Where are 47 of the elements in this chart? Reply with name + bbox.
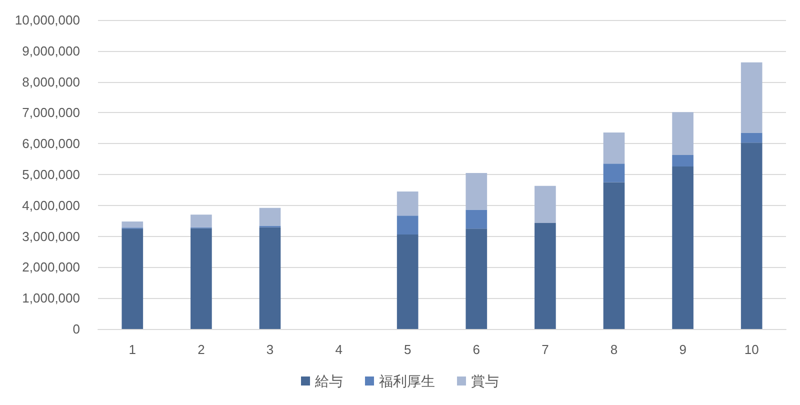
bar xyxy=(259,208,281,226)
y-tick-label: 1,000,000 xyxy=(22,290,80,306)
x-tick-label: 10 xyxy=(744,342,759,357)
bar xyxy=(740,142,762,329)
x-tick-label: 8 xyxy=(610,342,618,357)
x-tick-label: 2 xyxy=(198,342,205,357)
x-tick-label: 9 xyxy=(679,342,686,357)
bar xyxy=(672,112,694,156)
bar xyxy=(190,228,212,329)
y-tick-label: 6,000,000 xyxy=(22,136,80,152)
y-tick-label: 3,000,000 xyxy=(22,228,80,244)
bar xyxy=(672,166,694,329)
bar xyxy=(396,216,418,234)
bar xyxy=(603,182,625,329)
bar xyxy=(259,227,281,329)
y-tick-label: 5,000,000 xyxy=(22,167,80,182)
legend-label: 福利厚生 xyxy=(379,373,435,389)
x-tick-label: 5 xyxy=(404,342,412,357)
bar xyxy=(122,228,144,329)
y-tick-label: 0 xyxy=(72,322,80,336)
bar xyxy=(534,222,556,329)
bar xyxy=(396,234,418,329)
x-tick-label: 6 xyxy=(472,342,480,357)
x-tick-label: 3 xyxy=(266,342,274,357)
bar xyxy=(466,172,488,210)
x-tick-label: 7 xyxy=(542,342,549,357)
bar xyxy=(672,155,694,166)
bar xyxy=(740,132,762,143)
x-tick-label: 4 xyxy=(335,342,342,357)
y-tick-label: 8,000,000 xyxy=(22,74,80,90)
legend-label: 給与 xyxy=(314,373,343,389)
y-tick-label: 9,000,000 xyxy=(22,43,80,58)
bar xyxy=(466,210,488,229)
bar xyxy=(603,164,625,182)
bar xyxy=(534,186,556,223)
bar xyxy=(190,214,212,228)
bar xyxy=(740,62,762,133)
y-tick-label: 7,000,000 xyxy=(22,105,80,120)
legend-label: 賞与 xyxy=(471,373,499,389)
bar xyxy=(122,221,144,228)
y-tick-label: 10,000,000 xyxy=(14,12,80,28)
bar xyxy=(603,132,625,164)
bar xyxy=(396,191,418,216)
x-tick-label: 1 xyxy=(128,342,136,357)
y-tick-label: 2,000,000 xyxy=(22,260,80,275)
bar xyxy=(466,228,488,329)
y-tick-label: 4,000,000 xyxy=(22,198,80,213)
